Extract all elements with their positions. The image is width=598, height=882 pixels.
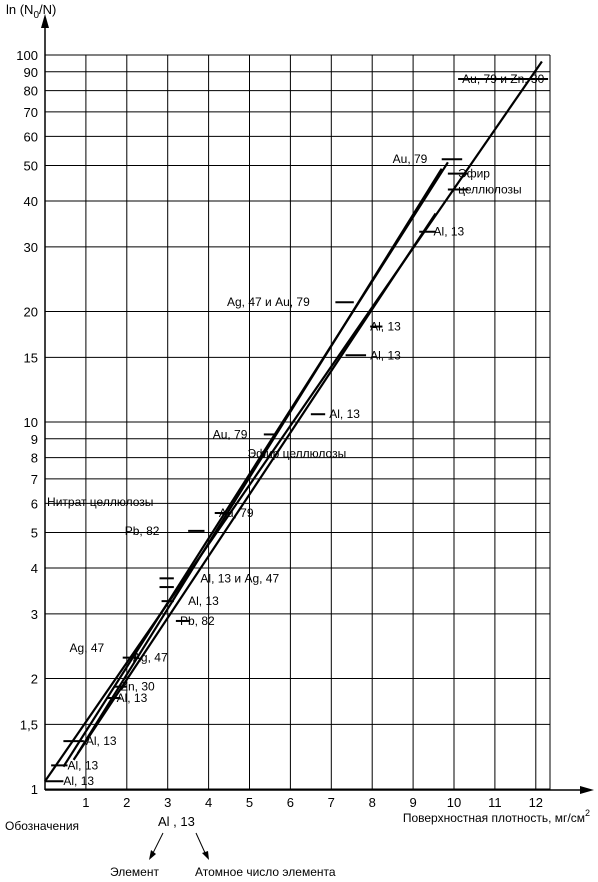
y-tick-label: 5 [31, 525, 38, 540]
annotation-label: Al, 13 [370, 320, 401, 334]
y-tick-label: 90 [24, 65, 38, 80]
x-tick-label: 9 [409, 795, 416, 810]
series-line-1 [44, 60, 543, 782]
legend-sample: Al , 13 [158, 814, 195, 829]
y-tick-label: 4 [31, 561, 38, 576]
legend-arrow-element [151, 832, 164, 856]
annotation-label: Эфир [458, 167, 490, 181]
x-tick-label: 5 [246, 795, 253, 810]
legend-title: Обозначения [5, 819, 79, 833]
annotation-label: Al, 13 [434, 225, 465, 239]
x-tick-label: 12 [529, 795, 543, 810]
annotation-label: Al, 13 [370, 348, 401, 362]
y-tick-label: 50 [24, 158, 38, 173]
legend-arrow-head [149, 850, 156, 860]
y-tick-label: 60 [24, 129, 38, 144]
annotation-label: Al, 13 и Ag, 47 [200, 571, 279, 585]
y-tick-label: 1 [31, 782, 38, 797]
x-tick-label: 3 [164, 795, 171, 810]
annotation-label: Al, 13 [86, 734, 117, 748]
annotation-label: Al, 13 [329, 407, 360, 421]
x-tick-label: 8 [369, 795, 376, 810]
x-tick-label: 2 [123, 795, 130, 810]
y-axis-label: ln (N0/N) [6, 2, 56, 21]
y-tick-label: 8 [31, 451, 38, 466]
y-tick-label: 7 [31, 472, 38, 487]
y-tick-label: 2 [31, 672, 38, 687]
x-axis-arrow [580, 786, 594, 794]
y-tick-label: 40 [24, 194, 38, 209]
annotation-label: Al, 13 [67, 758, 98, 772]
annotation-label: Pb, 82 [180, 614, 215, 628]
annotation-label: Ag, 47 и Au, 79 [227, 295, 310, 309]
y-tick-label: 10 [24, 415, 38, 430]
series-line-3 [72, 212, 437, 761]
y-tick-label: 3 [31, 607, 38, 622]
legend-arrow-head [202, 851, 209, 860]
y-tick-label: 100 [16, 48, 38, 63]
y-tick-label: 15 [24, 350, 38, 365]
annotation-label: Au, 79 [393, 152, 428, 166]
legend-note: Обозначения Al , 13 Элемент Атомное число э… [5, 814, 336, 879]
annotation-label: Al, 13 [188, 594, 219, 608]
x-tick-label: 11 [488, 795, 502, 810]
x-tick-label: 1 [82, 795, 89, 810]
legend-element-label: Элемент [110, 865, 159, 879]
y-tick-label: 80 [24, 84, 38, 99]
annotation-label: Нитрат целлюлозы [47, 495, 153, 509]
axes [41, 14, 594, 794]
annotation-label: Au, 79 [213, 427, 248, 441]
annotation-label: Ag, 47 [133, 651, 168, 665]
annotation-label: Al, 13 [117, 691, 148, 705]
x-tick-label: 6 [287, 795, 294, 810]
annotation-label: Au, 79 и Zn, 30 [462, 72, 544, 86]
y-tick-label: 30 [24, 240, 38, 255]
annotation-label: Pb, 82 [125, 524, 160, 538]
y-tick-label: 9 [31, 432, 38, 447]
y-tick-label: 20 [24, 305, 38, 320]
annotation-label: Эфир целлюлозы [247, 447, 346, 461]
legend-atomic-label: Атомное число элемента [195, 865, 336, 879]
y-tick-label: 70 [24, 105, 38, 120]
annotation-label: Au, 79 [219, 506, 254, 520]
annotation-label: Al, 13 [63, 774, 94, 788]
y-tick-label: 6 [31, 496, 38, 511]
y-axis-arrow [41, 14, 49, 28]
series [44, 60, 543, 782]
y-tick-label: 1,5 [20, 717, 38, 732]
x-tick-label: 7 [328, 795, 335, 810]
series-line-4 [76, 168, 443, 754]
annotation-label: целлюлозы [458, 183, 522, 197]
x-tick-label: 4 [205, 795, 212, 810]
legend-arrow-atomic [195, 832, 207, 856]
x-axis-label: Поверхностная плотность, мг/см2 [403, 808, 590, 825]
annotation-label: Zn, 30 [121, 680, 155, 694]
grid [45, 54, 551, 790]
annotations: Au, 79 и Zn, 30 Au, 79 Эфир целлюлозы Al, 13… [45, 72, 549, 788]
x-tick-label: 10 [447, 795, 461, 810]
annotation-label: Ag, 47 [70, 641, 105, 655]
